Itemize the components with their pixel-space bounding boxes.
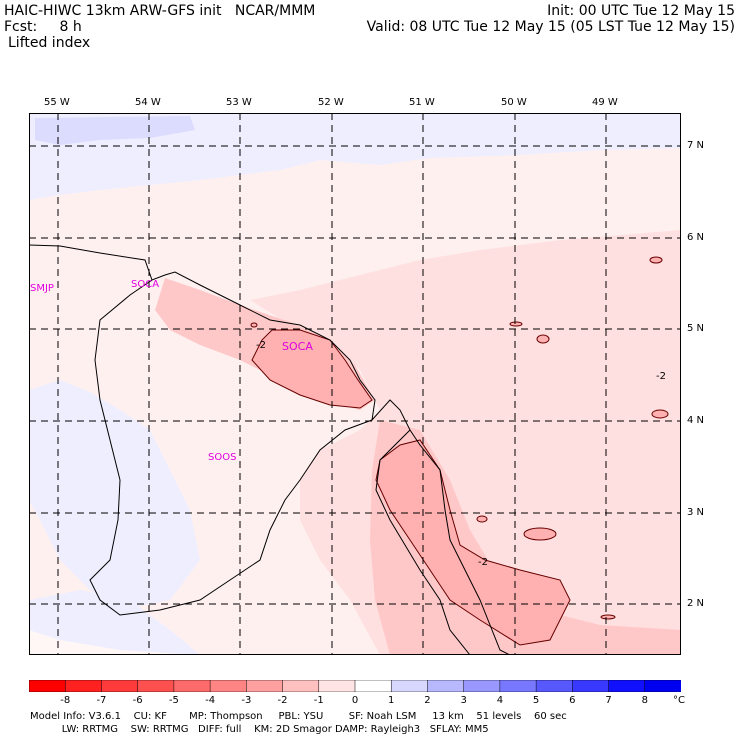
near-zero-south <box>29 630 200 655</box>
lon-label-50w: 50 W <box>501 97 527 108</box>
lon-label-51w: 51 W <box>409 97 435 108</box>
colorbar-tick-label: 0 <box>351 695 359 706</box>
colorbar-swatch <box>608 680 646 692</box>
lat-lon-grid <box>29 113 681 655</box>
lat-label-3n: 3 N <box>687 507 705 518</box>
colorbar-swatch <box>64 680 103 692</box>
station-socm: SOCA <box>131 279 160 290</box>
lat-label-4n: 4 N <box>687 415 705 426</box>
contour-label: -2 <box>256 340 266 351</box>
contour-label: -2 <box>656 371 666 382</box>
colorbar-tick-label: 7 <box>605 695 612 706</box>
contour-blob <box>509 321 523 327</box>
colorbar-tick-label: -3 <box>241 695 252 706</box>
field-name: Lifted index <box>8 35 91 51</box>
lat-label-2n: 2 N <box>687 598 705 609</box>
contour-label: -2 <box>478 557 488 568</box>
colorbar-tick-label: -2 <box>277 695 288 706</box>
colorbar-tick-label: 1 <box>388 695 395 706</box>
colorbar-tick-label: 2 <box>424 695 431 706</box>
station-soos: SOOS <box>208 452 237 463</box>
lifted-index-map <box>29 113 681 655</box>
lat-label-5n: 5 N <box>687 323 705 334</box>
colorbar-swatch <box>318 680 356 692</box>
contour-blob <box>600 614 616 620</box>
lon-label-53w: 53 W <box>226 97 252 108</box>
colorbar-swatch <box>246 680 284 692</box>
colorbar-tick-label: -8 <box>60 695 71 706</box>
colorbar-swatch <box>354 680 392 692</box>
colorbar-swatch <box>427 680 465 692</box>
colorbar-tick-label: -1 <box>313 695 324 706</box>
colorbar-tick-label: 8 <box>641 695 648 706</box>
colorbar-tick-label: 5 <box>532 695 540 706</box>
colorbar-tick-label: 3 <box>460 695 467 706</box>
colorbar-tick-label: -4 <box>205 695 216 706</box>
colorbar-tick-label: -6 <box>132 695 143 706</box>
contour-blob <box>250 322 258 328</box>
lat-label-7n: 7 N <box>687 140 705 151</box>
model-info-line1: Model Info: V3.6.1 CU: KF MP: Thompson P… <box>30 711 567 722</box>
colorbar-swatch <box>644 680 681 692</box>
colorbar-swatch <box>390 680 429 692</box>
contour-blob <box>651 409 669 419</box>
colorbar-tick-label: -5 <box>168 695 179 706</box>
contour-blob <box>536 334 550 344</box>
colorbar-unit: °C <box>673 695 685 706</box>
lon-label-54w: 54 W <box>135 97 161 108</box>
colorbar-swatch <box>463 680 501 692</box>
colorbar-swatch <box>29 680 66 692</box>
lon-label-49w: 49 W <box>592 97 618 108</box>
map-frame <box>29 113 681 655</box>
model-title: HAIC-HIWC 13km ARW-GFS init NCAR/MMM <box>4 3 316 19</box>
colorbar-swatch <box>137 680 175 692</box>
colorbar-swatch <box>101 680 139 692</box>
colorbar-swatch <box>173 680 211 692</box>
station-smjp: SMJP <box>30 283 54 294</box>
contour-blob <box>523 527 557 541</box>
colorbar-swatch <box>535 680 574 692</box>
colorbar-tick-label: 6 <box>569 695 576 706</box>
lon-label-52w: 52 W <box>318 97 344 108</box>
coastline <box>29 244 511 655</box>
colorbar-swatch <box>282 680 320 692</box>
colorbar-swatch <box>572 680 610 692</box>
station-soca: SOCA <box>282 340 313 353</box>
contour-blob <box>476 515 488 523</box>
colorbar-swatch <box>209 680 248 692</box>
blue-shade-north-dark <box>35 116 195 145</box>
border-suriname-west <box>89 279 373 616</box>
border-oyapock <box>375 429 471 655</box>
lat-label-6n: 6 N <box>687 232 705 243</box>
light-red-east <box>250 230 681 655</box>
valid-time: Valid: 08 UTC Tue 12 May 15 (05 LST Tue … <box>366 19 735 35</box>
blue-south <box>29 590 200 655</box>
colorbar-tick-label: -7 <box>96 695 107 706</box>
colorbar-tick-label: 4 <box>496 695 504 706</box>
lon-label-55w: 55 W <box>44 97 70 108</box>
contour-blob <box>649 256 663 264</box>
colorbar-swatch <box>499 680 537 692</box>
init-time: Init: 00 UTC Tue 12 May 15 <box>547 3 735 19</box>
model-info-line2: LW: RRTMG SW: RRTMG DIFF: full KM: 2D Sm… <box>30 724 489 735</box>
colorbar <box>29 680 681 692</box>
forecast-hour: Fcst: 8 h <box>4 19 82 35</box>
blue-interior <box>29 380 200 610</box>
blue-shade-north <box>29 113 681 200</box>
